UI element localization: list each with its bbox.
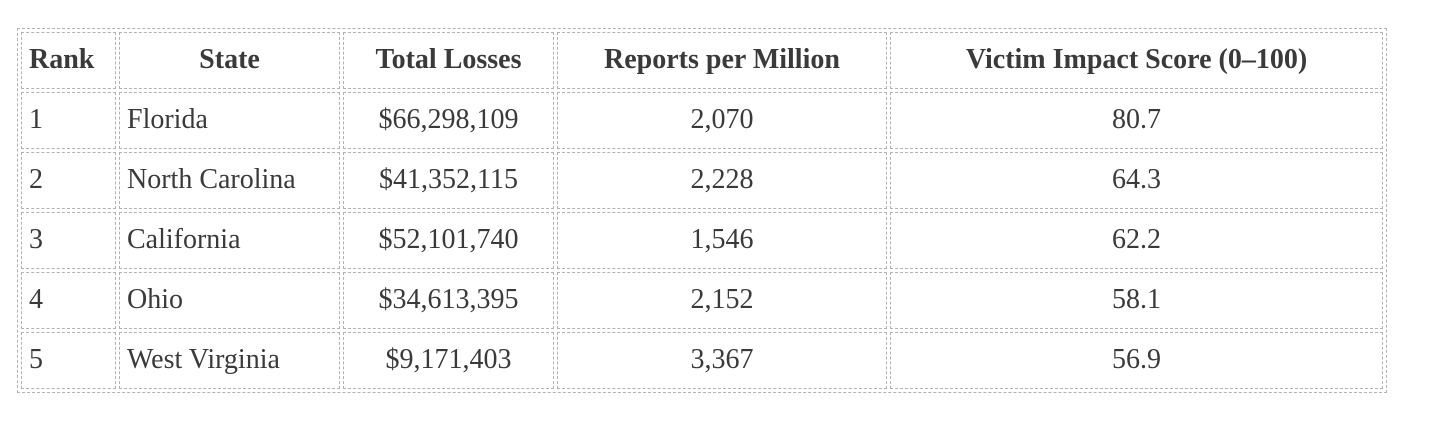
cell-rank: 1: [21, 92, 116, 149]
state-fraud-stats-table: Rank State Total Losses Reports per Million…: [17, 28, 1387, 393]
cell-rank: 3: [21, 212, 116, 269]
table-body: 1 Florida $66,298,109 2,070 80.7 2 North Carol…: [21, 92, 1383, 389]
cell-reports-per-million: 2,070: [557, 92, 887, 149]
cell-state: North Carolina: [119, 152, 340, 209]
cell-rank: 2: [21, 152, 116, 209]
cell-reports-per-million: 2,228: [557, 152, 887, 209]
header-row: Rank State Total Losses Reports per Million…: [21, 32, 1383, 89]
cell-victim-impact-score-0-100: 80.7: [890, 92, 1383, 149]
cell-total-losses: $52,101,740: [343, 212, 554, 269]
cell-victim-impact-score-0-100: 56.9: [890, 332, 1383, 389]
cell-reports-per-million: 2,152: [557, 272, 887, 329]
table-row: 3 California $52,101,740 1,546 62.2: [21, 212, 1383, 269]
cell-rank: 4: [21, 272, 116, 329]
column-header-rank: Rank: [21, 32, 116, 89]
cell-victim-impact-score-0-100: 64.3: [890, 152, 1383, 209]
column-header-reports-per-million: Reports per Million: [557, 32, 887, 89]
cell-state: Florida: [119, 92, 340, 149]
table-row: 1 Florida $66,298,109 2,070 80.7: [21, 92, 1383, 149]
cell-reports-per-million: 3,367: [557, 332, 887, 389]
table-row: 5 West Virginia $9,171,403 3,367 56.9: [21, 332, 1383, 389]
cell-state: California: [119, 212, 340, 269]
table-row: 4 Ohio $34,613,395 2,152 58.1: [21, 272, 1383, 329]
cell-victim-impact-score-0-100: 58.1: [890, 272, 1383, 329]
cell-state: West Virginia: [119, 332, 340, 389]
column-header-state: State: [119, 32, 340, 89]
table-row: 2 North Carolina $41,352,115 2,228 64.3: [21, 152, 1383, 209]
table-head: Rank State Total Losses Reports per Million…: [21, 32, 1383, 89]
cell-reports-per-million: 1,546: [557, 212, 887, 269]
cell-total-losses: $34,613,395: [343, 272, 554, 329]
cell-total-losses: $66,298,109: [343, 92, 554, 149]
column-header-total-losses: Total Losses: [343, 32, 554, 89]
cell-total-losses: $41,352,115: [343, 152, 554, 209]
cell-total-losses: $9,171,403: [343, 332, 554, 389]
cell-victim-impact-score-0-100: 62.2: [890, 212, 1383, 269]
cell-state: Ohio: [119, 272, 340, 329]
cell-rank: 5: [21, 332, 116, 389]
column-header-victim-impact-score-0-100: Victim Impact Score (0–100): [890, 32, 1383, 89]
page: Rank State Total Losses Reports per Million…: [17, 28, 1387, 393]
